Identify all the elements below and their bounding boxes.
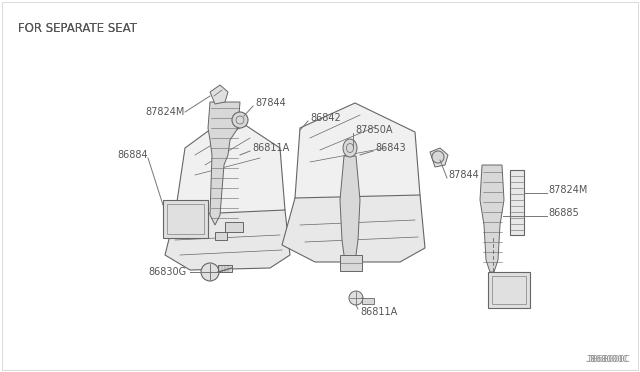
- Text: J868000C: J868000C: [587, 355, 630, 364]
- Polygon shape: [210, 85, 228, 104]
- Bar: [225, 222, 243, 232]
- Polygon shape: [165, 210, 290, 270]
- Bar: [488, 272, 530, 308]
- Circle shape: [349, 291, 363, 305]
- Text: 87844: 87844: [255, 98, 285, 108]
- Polygon shape: [340, 156, 360, 262]
- Bar: [362, 298, 374, 304]
- Bar: [340, 255, 362, 271]
- Text: 86884: 86884: [117, 150, 148, 160]
- Bar: [163, 200, 208, 238]
- Text: 87824M: 87824M: [548, 185, 588, 195]
- Text: J868000C: J868000C: [585, 355, 628, 364]
- Text: 86811A: 86811A: [252, 143, 289, 153]
- Polygon shape: [295, 103, 420, 215]
- Text: 86842: 86842: [310, 113, 340, 123]
- Text: 87824M: 87824M: [146, 107, 185, 117]
- Polygon shape: [208, 102, 240, 225]
- Polygon shape: [480, 165, 504, 272]
- Bar: [215, 232, 227, 240]
- Polygon shape: [175, 115, 285, 230]
- Ellipse shape: [343, 139, 357, 157]
- Text: FOR SEPARATE SEAT: FOR SEPARATE SEAT: [18, 22, 137, 35]
- Text: 86843: 86843: [375, 143, 406, 153]
- Text: 87844: 87844: [448, 170, 479, 180]
- Text: 86885: 86885: [548, 208, 579, 218]
- Bar: [510, 170, 524, 235]
- Polygon shape: [430, 148, 448, 167]
- Circle shape: [432, 151, 444, 163]
- Text: 86811A: 86811A: [360, 307, 397, 317]
- Text: FOR SEPARATE SEAT: FOR SEPARATE SEAT: [18, 22, 137, 35]
- Circle shape: [232, 112, 248, 128]
- Bar: [492, 276, 526, 304]
- Circle shape: [201, 263, 219, 281]
- Polygon shape: [282, 195, 425, 262]
- Text: 86830G: 86830G: [148, 267, 186, 277]
- Bar: [218, 265, 232, 272]
- Bar: [167, 204, 204, 234]
- Text: 87850A: 87850A: [355, 125, 392, 135]
